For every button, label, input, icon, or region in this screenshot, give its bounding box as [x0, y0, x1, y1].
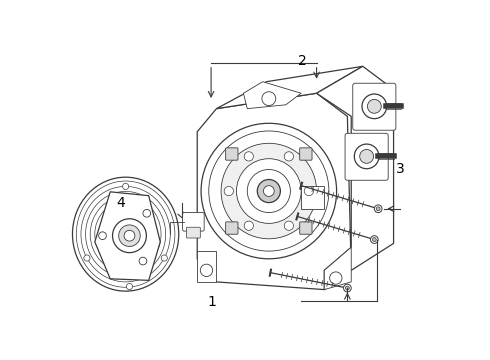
Circle shape: [126, 283, 133, 289]
Circle shape: [244, 152, 253, 161]
FancyBboxPatch shape: [353, 83, 396, 130]
FancyBboxPatch shape: [187, 227, 200, 238]
Circle shape: [139, 257, 147, 265]
Text: 3: 3: [396, 162, 405, 176]
Polygon shape: [244, 82, 301, 109]
Ellipse shape: [73, 177, 179, 291]
Circle shape: [264, 186, 274, 197]
Circle shape: [257, 180, 280, 203]
Circle shape: [372, 238, 376, 242]
Circle shape: [376, 207, 380, 211]
Circle shape: [370, 236, 378, 243]
Polygon shape: [317, 66, 393, 289]
Polygon shape: [217, 66, 363, 109]
FancyBboxPatch shape: [300, 148, 312, 160]
Circle shape: [343, 284, 351, 292]
Circle shape: [201, 123, 337, 259]
Polygon shape: [197, 251, 217, 282]
FancyBboxPatch shape: [345, 133, 388, 180]
FancyBboxPatch shape: [301, 186, 324, 209]
Text: 2: 2: [298, 54, 306, 68]
FancyBboxPatch shape: [183, 213, 204, 231]
Circle shape: [284, 152, 294, 161]
Circle shape: [354, 144, 379, 169]
Circle shape: [98, 232, 106, 239]
Circle shape: [119, 225, 140, 247]
Circle shape: [124, 230, 135, 241]
Text: 4: 4: [117, 195, 125, 210]
Circle shape: [244, 221, 253, 230]
Circle shape: [330, 272, 342, 284]
Circle shape: [221, 143, 317, 239]
Circle shape: [84, 255, 90, 261]
Polygon shape: [324, 247, 351, 289]
Circle shape: [284, 221, 294, 230]
Circle shape: [209, 131, 329, 251]
Circle shape: [237, 159, 301, 223]
Text: 1: 1: [207, 296, 216, 309]
Polygon shape: [95, 192, 160, 280]
FancyBboxPatch shape: [300, 222, 312, 234]
Circle shape: [224, 186, 233, 195]
FancyBboxPatch shape: [226, 222, 238, 234]
FancyBboxPatch shape: [226, 148, 238, 160]
Circle shape: [368, 99, 381, 113]
Circle shape: [247, 170, 291, 213]
Circle shape: [374, 205, 382, 213]
Circle shape: [113, 219, 147, 253]
Circle shape: [122, 183, 129, 189]
Circle shape: [362, 94, 387, 119]
Circle shape: [143, 210, 150, 217]
Circle shape: [161, 255, 168, 261]
Circle shape: [304, 186, 314, 195]
Circle shape: [345, 286, 349, 290]
Circle shape: [262, 92, 276, 105]
Circle shape: [360, 149, 373, 163]
Polygon shape: [197, 93, 351, 289]
Circle shape: [200, 264, 213, 276]
